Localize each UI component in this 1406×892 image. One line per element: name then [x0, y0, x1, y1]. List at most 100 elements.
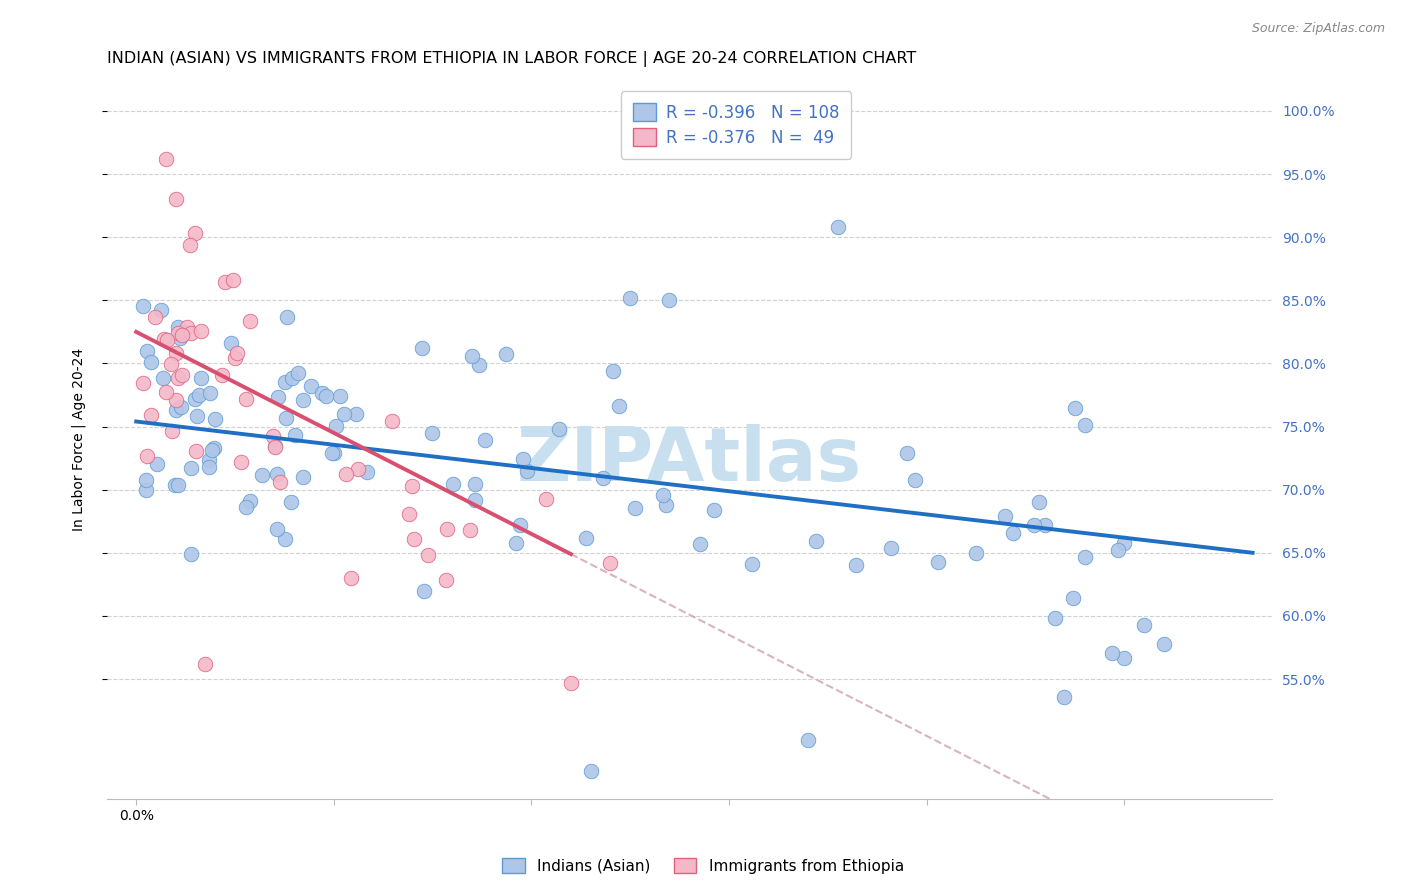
Point — [165, 192, 187, 206]
Point — [381, 414, 404, 428]
Point — [927, 555, 949, 569]
Point — [1107, 542, 1129, 557]
Point — [165, 393, 187, 408]
Point — [315, 389, 337, 403]
Point — [264, 440, 287, 454]
Point — [163, 477, 186, 491]
Point — [325, 419, 347, 434]
Point — [274, 532, 297, 546]
Point — [703, 503, 725, 517]
Point — [1028, 495, 1050, 509]
Point — [136, 449, 159, 463]
Point — [167, 319, 190, 334]
Point — [229, 455, 252, 469]
Point — [845, 558, 868, 572]
Point — [155, 152, 177, 166]
Point — [1073, 549, 1095, 564]
Legend: Indians (Asian), Immigrants from Ethiopia: Indians (Asian), Immigrants from Ethiopi… — [496, 852, 910, 880]
Point — [301, 379, 323, 393]
Point — [1114, 535, 1136, 549]
Point — [416, 548, 439, 562]
Point — [160, 425, 183, 439]
Point — [276, 310, 298, 324]
Point — [266, 467, 288, 482]
Point — [339, 570, 361, 584]
Point — [152, 370, 174, 384]
Point — [1062, 591, 1084, 605]
Point — [323, 445, 346, 459]
Point — [167, 370, 190, 384]
Point — [602, 364, 624, 378]
Point — [623, 500, 645, 515]
Point — [184, 227, 207, 241]
Point — [204, 412, 226, 426]
Point — [329, 389, 352, 403]
Point — [689, 537, 711, 551]
Point — [1022, 517, 1045, 532]
Point — [239, 314, 262, 328]
Point — [190, 370, 212, 384]
Point — [468, 358, 491, 372]
Point — [156, 334, 179, 348]
Point — [495, 347, 517, 361]
Point — [536, 491, 558, 506]
Point — [292, 393, 315, 408]
Point — [652, 488, 675, 502]
Point — [1101, 646, 1123, 660]
Point — [401, 479, 423, 493]
Point — [160, 357, 183, 371]
Legend: R = -0.396   N = 108, R = -0.376   N =  49: R = -0.396 N = 108, R = -0.376 N = 49 — [621, 91, 851, 159]
Point — [575, 531, 598, 545]
Point — [344, 407, 367, 421]
Point — [266, 522, 288, 536]
Point — [135, 483, 157, 497]
Point — [1074, 417, 1097, 432]
Point — [219, 335, 242, 350]
Point — [398, 507, 420, 521]
Point — [474, 433, 496, 447]
Point — [965, 546, 987, 560]
Point — [211, 368, 233, 382]
Point — [141, 408, 163, 422]
Point — [194, 657, 217, 671]
Point — [434, 573, 457, 587]
Point — [1132, 617, 1154, 632]
Point — [464, 492, 486, 507]
Point — [226, 346, 249, 360]
Point — [139, 354, 162, 368]
Point — [1045, 611, 1067, 625]
Point — [356, 465, 378, 479]
Point — [311, 385, 333, 400]
Point — [150, 303, 173, 318]
Point — [202, 441, 225, 455]
Point — [281, 371, 304, 385]
Point — [619, 291, 641, 305]
Point — [896, 446, 918, 460]
Point — [184, 392, 207, 406]
Point — [741, 558, 763, 572]
Point — [235, 392, 257, 406]
Point — [165, 346, 187, 360]
Point — [170, 400, 193, 414]
Point — [267, 390, 290, 404]
Point — [262, 429, 284, 443]
Point — [146, 457, 169, 471]
Point — [1001, 526, 1024, 541]
Point — [284, 428, 307, 442]
Point — [599, 556, 621, 570]
Point — [224, 351, 246, 365]
Point — [335, 467, 357, 482]
Point — [827, 220, 849, 235]
Point — [135, 473, 157, 487]
Point — [153, 332, 176, 346]
Point — [186, 409, 208, 424]
Point — [512, 451, 534, 466]
Point — [880, 541, 903, 555]
Point — [560, 676, 582, 690]
Text: INDIAN (ASIAN) VS IMMIGRANTS FROM ETHIOPIA IN LABOR FORCE | AGE 20-24 CORRELATIO: INDIAN (ASIAN) VS IMMIGRANTS FROM ETHIOP… — [107, 51, 915, 67]
Point — [592, 470, 614, 484]
Point — [235, 500, 257, 515]
Point — [1064, 401, 1087, 415]
Point — [214, 275, 236, 289]
Point — [333, 407, 356, 421]
